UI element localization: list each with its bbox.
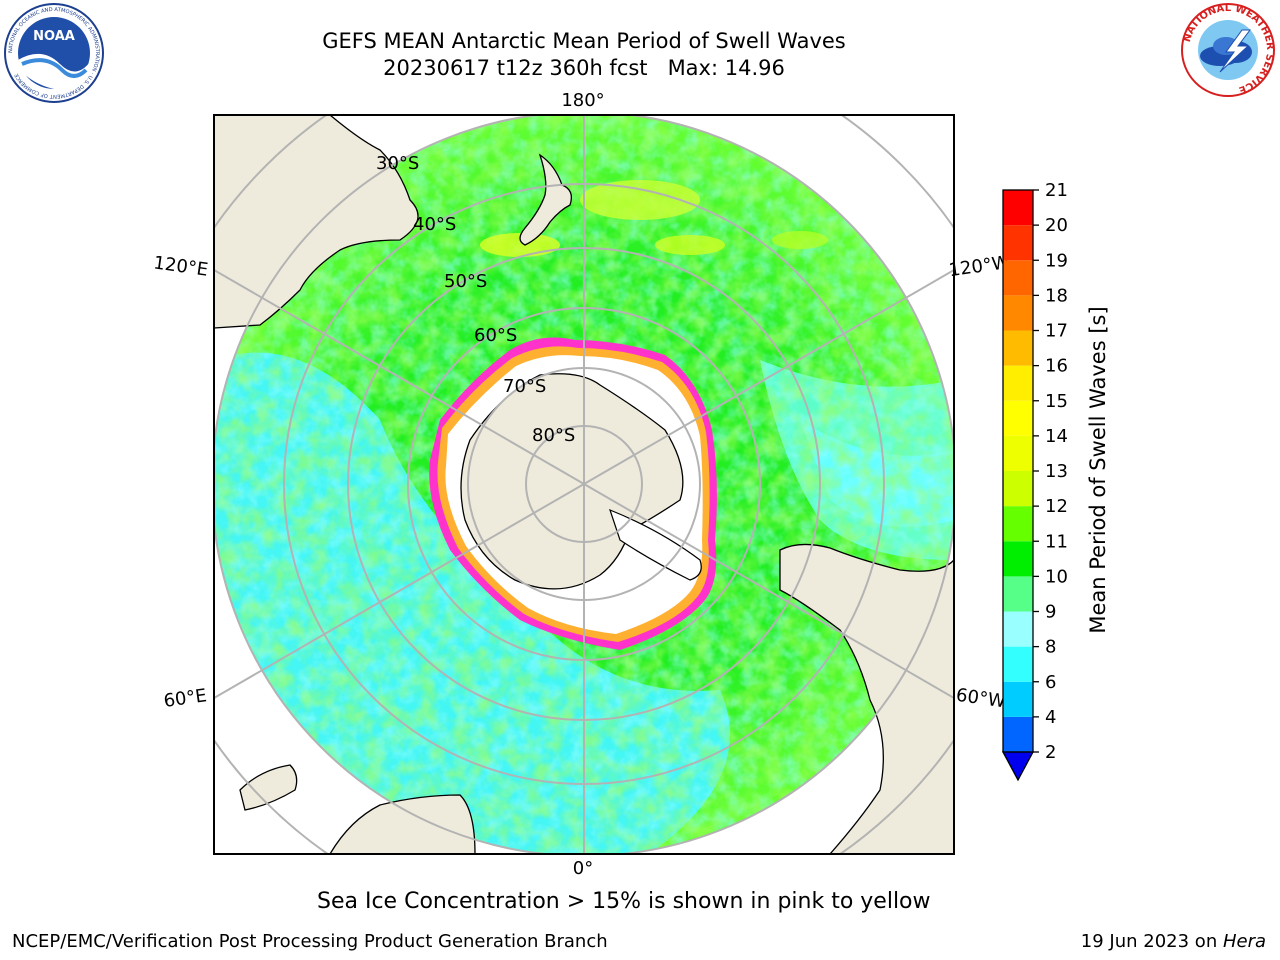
lon-label-120e: 120°E	[152, 252, 209, 280]
colorbar-extend-min	[1001, 751, 1035, 782]
colorbar-bin	[1003, 225, 1033, 261]
lon-label-0: 0°	[573, 858, 593, 879]
colorbar-bin	[1003, 190, 1033, 226]
chart-subtitle: 20230617 t12z 360h fcst Max: 14.96	[383, 56, 785, 80]
footer-host: Hera	[1222, 931, 1266, 952]
colorbar-label: Mean Period of Swell Waves [s]	[1086, 306, 1110, 633]
colorbar-bin	[1003, 435, 1033, 471]
colorbar-bin	[1003, 330, 1033, 366]
graticule	[214, 115, 954, 854]
colorbar-tick-label: 19	[1045, 250, 1068, 271]
noaa-logo: NOAA NATIONAL OCEANIC AND ATMOSPHERIC AD…	[2, 2, 106, 106]
lat-label-30s: 30°S	[376, 153, 419, 174]
colorbar-tick-label: 20	[1045, 215, 1068, 236]
colorbar-tick-label: 12	[1045, 496, 1068, 517]
footer-date-text: 19 Jun 2023 on	[1080, 931, 1223, 952]
colorbar-tick-label: 18	[1045, 285, 1068, 306]
colorbar-tick-label: 16	[1045, 356, 1068, 377]
colorbar-tick-label: 4	[1045, 707, 1056, 728]
land-masses	[214, 115, 954, 854]
colorbar-bin	[1003, 471, 1033, 507]
lat-label-50s: 50°S	[444, 271, 487, 292]
colorbar-tick-label: 8	[1045, 637, 1056, 658]
lon-label-60e: 60°E	[162, 685, 208, 712]
colorbar-tick-label: 6	[1045, 672, 1056, 693]
colorbar-tick-label: 9	[1045, 602, 1056, 623]
colorbar-tick-label: 17	[1045, 321, 1068, 342]
colorbar-bin	[1003, 541, 1033, 577]
lon-label-120w: 120°W	[947, 252, 1011, 281]
sea-ice-footnote: Sea Ice Concentration > 15% is shown in …	[317, 889, 931, 914]
colorbar-tick-label: 21	[1045, 180, 1068, 201]
noaa-logo-text: NOAA	[33, 29, 75, 44]
colorbar-tick-label: 11	[1045, 531, 1068, 552]
colorbar-bin	[1003, 576, 1033, 612]
colorbar: 2 4 6 8 9 10 11 12 13 14 15 16 17 18 19 20 21	[1001, 180, 1068, 782]
colorbar-tick-label: 2	[1045, 742, 1056, 763]
colorbar-tick-label: 13	[1045, 461, 1068, 482]
colorbar-tick-label: 14	[1045, 426, 1068, 447]
colorbar-bin	[1003, 611, 1033, 647]
map-frame	[213, 114, 955, 855]
colorbar-bin	[1003, 400, 1033, 436]
chart-title: GEFS MEAN Antarctic Mean Period of Swell…	[322, 29, 846, 53]
colorbar-bin	[1003, 260, 1033, 296]
colorbar-tick-label: 10	[1045, 566, 1068, 587]
footer-credit: NCEP/EMC/Verification Post Processing Pr…	[12, 931, 608, 952]
lat-label-80s: 80°S	[532, 425, 575, 446]
footer-date: 19 Jun 2023 on Hera	[1081, 931, 1266, 952]
lon-label-60w: 60°W	[955, 685, 1007, 713]
colorbar-bin	[1003, 681, 1033, 717]
colorbar-bin	[1003, 646, 1033, 682]
lat-label-60s: 60°S	[474, 325, 517, 346]
colorbar-bin	[1003, 716, 1033, 752]
lon-label-180: 180°	[561, 90, 604, 111]
colorbar-tick-label: 15	[1045, 391, 1068, 412]
nws-logo: NATIONAL WEATHER SERVICE	[1176, 0, 1280, 104]
lat-label-40s: 40°S	[413, 214, 456, 235]
lat-label-70s: 70°S	[503, 376, 546, 397]
colorbar-bin	[1003, 365, 1033, 401]
colorbar-bin	[1003, 295, 1033, 331]
colorbar-bin	[1003, 506, 1033, 542]
